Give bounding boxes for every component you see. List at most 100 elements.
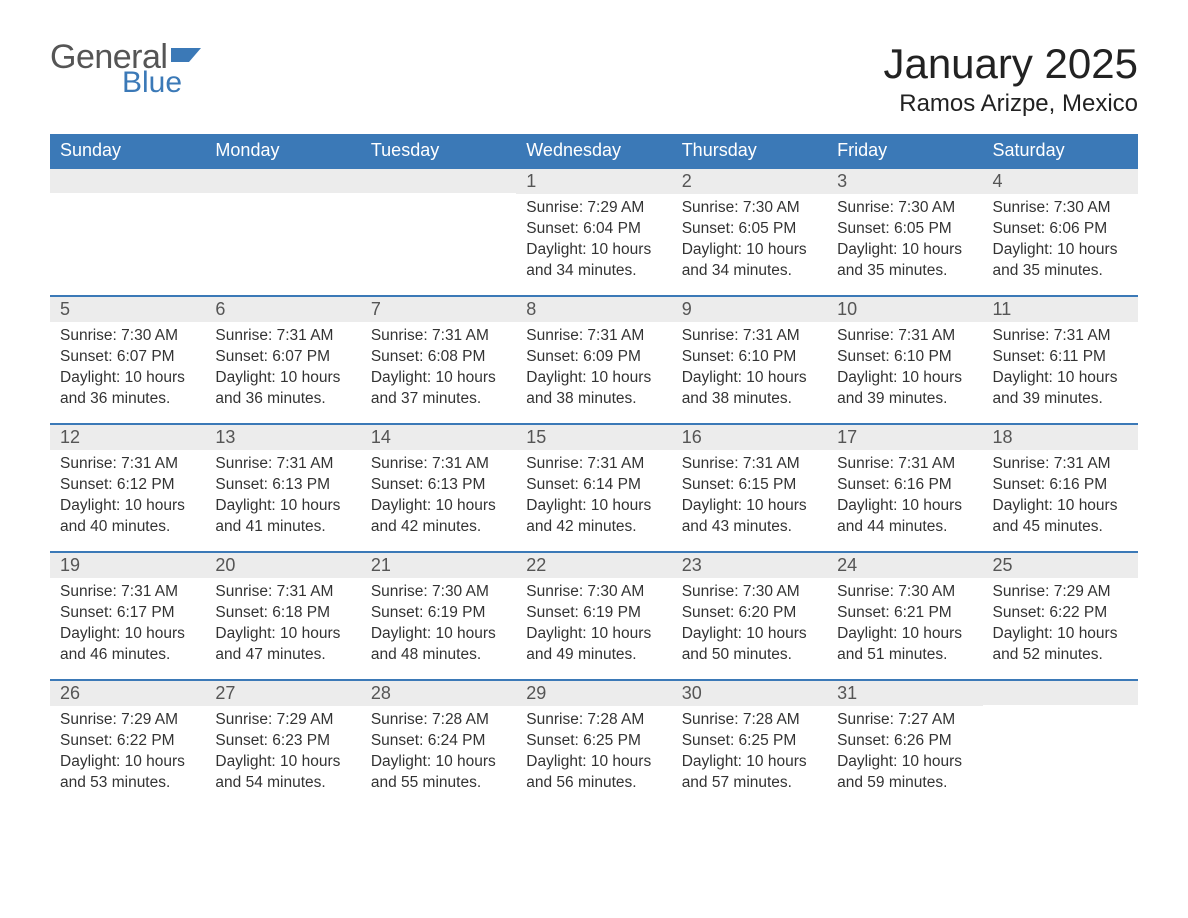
daylight-text-2: and 49 minutes.: [526, 645, 661, 666]
day-number: 11: [983, 297, 1138, 322]
daylight-text-1: Daylight: 10 hours: [60, 368, 195, 389]
sunset-text: Sunset: 6:25 PM: [526, 731, 661, 752]
daylight-text-1: Daylight: 10 hours: [60, 752, 195, 773]
sunrise-text: Sunrise: 7:31 AM: [215, 454, 350, 475]
day-details: Sunrise: 7:28 AMSunset: 6:24 PMDaylight:…: [361, 706, 516, 804]
daylight-text-2: and 44 minutes.: [837, 517, 972, 538]
day-number: 19: [50, 553, 205, 578]
daylight-text-2: and 50 minutes.: [682, 645, 817, 666]
sunrise-text: Sunrise: 7:31 AM: [371, 454, 506, 475]
sunset-text: Sunset: 6:04 PM: [526, 219, 661, 240]
daylight-text-2: and 39 minutes.: [837, 389, 972, 410]
daylight-text-1: Daylight: 10 hours: [371, 624, 506, 645]
daylight-text-1: Daylight: 10 hours: [215, 752, 350, 773]
daylight-text-2: and 55 minutes.: [371, 773, 506, 794]
sunrise-text: Sunrise: 7:28 AM: [371, 710, 506, 731]
sunrise-text: Sunrise: 7:30 AM: [682, 198, 817, 219]
day-details: Sunrise: 7:29 AMSunset: 6:22 PMDaylight:…: [983, 578, 1138, 676]
calendar-row: 26Sunrise: 7:29 AMSunset: 6:22 PMDayligh…: [50, 680, 1138, 808]
day-number: 8: [516, 297, 671, 322]
daylight-text-2: and 39 minutes.: [993, 389, 1128, 410]
calendar-row: 5Sunrise: 7:30 AMSunset: 6:07 PMDaylight…: [50, 296, 1138, 424]
daylight-text-2: and 36 minutes.: [60, 389, 195, 410]
sunrise-text: Sunrise: 7:30 AM: [371, 582, 506, 603]
day-details: Sunrise: 7:29 AMSunset: 6:23 PMDaylight:…: [205, 706, 360, 804]
sunrise-text: Sunrise: 7:29 AM: [60, 710, 195, 731]
sunrise-text: Sunrise: 7:28 AM: [682, 710, 817, 731]
daylight-text-1: Daylight: 10 hours: [526, 624, 661, 645]
daylight-text-2: and 47 minutes.: [215, 645, 350, 666]
calendar-cell: 12 Sunrise: 7:31 AMSunset: 6:12 PMDayligh…: [50, 424, 205, 552]
calendar-cell: 14Sunrise: 7:31 AMSunset: 6:13 PMDayligh…: [361, 424, 516, 552]
sunset-text: Sunset: 6:07 PM: [60, 347, 195, 368]
calendar-cell: 16Sunrise: 7:31 AMSunset: 6:15 PMDayligh…: [672, 424, 827, 552]
sunset-text: Sunset: 6:13 PM: [371, 475, 506, 496]
calendar-cell: 29Sunrise: 7:28 AMSunset: 6:25 PMDayligh…: [516, 680, 671, 808]
day-number: 12: [50, 425, 205, 450]
calendar-cell: 31Sunrise: 7:27 AMSunset: 6:26 PMDayligh…: [827, 680, 982, 808]
daylight-text-2: and 51 minutes.: [837, 645, 972, 666]
sunrise-text: Sunrise: 7:31 AM: [837, 326, 972, 347]
day-details: Sunrise: 7:31 AMSunset: 6:17 PMDaylight:…: [50, 578, 205, 676]
daylight-text-2: and 38 minutes.: [526, 389, 661, 410]
sunrise-text: Sunrise: 7:31 AM: [60, 454, 195, 475]
sunrise-text: Sunrise: 7:31 AM: [993, 454, 1128, 475]
daylight-text-2: and 36 minutes.: [215, 389, 350, 410]
sunset-text: Sunset: 6:17 PM: [60, 603, 195, 624]
day-details: Sunrise: 7:31 AMSunset: 6:10 PMDaylight:…: [827, 322, 982, 420]
daylight-text-1: Daylight: 10 hours: [682, 240, 817, 261]
daylight-text-2: and 34 minutes.: [682, 261, 817, 282]
day-number: 4: [983, 169, 1138, 194]
day-details: Sunrise: 7:29 AMSunset: 6:04 PMDaylight:…: [516, 194, 671, 292]
calendar-cell: 19Sunrise: 7:31 AMSunset: 6:17 PMDayligh…: [50, 552, 205, 680]
sunset-text: Sunset: 6:21 PM: [837, 603, 972, 624]
daylight-text-1: Daylight: 10 hours: [682, 624, 817, 645]
daylight-text-1: Daylight: 10 hours: [60, 496, 195, 517]
daylight-text-1: Daylight: 10 hours: [215, 496, 350, 517]
daylight-text-1: Daylight: 10 hours: [837, 240, 972, 261]
calendar-cell: 1Sunrise: 7:29 AMSunset: 6:04 PMDaylight…: [516, 168, 671, 296]
calendar-cell: 26Sunrise: 7:29 AMSunset: 6:22 PMDayligh…: [50, 680, 205, 808]
daylight-text-1: Daylight: 10 hours: [526, 368, 661, 389]
daylight-text-2: and 37 minutes.: [371, 389, 506, 410]
calendar-cell: 28Sunrise: 7:28 AMSunset: 6:24 PMDayligh…: [361, 680, 516, 808]
sunrise-text: Sunrise: 7:31 AM: [526, 326, 661, 347]
location-label: Ramos Arizpe, Mexico: [883, 90, 1138, 118]
sunset-text: Sunset: 6:12 PM: [60, 475, 195, 496]
calendar-cell: [361, 168, 516, 296]
day-details: Sunrise: 7:31 AMSunset: 6:15 PMDaylight:…: [672, 450, 827, 548]
daylight-text-1: Daylight: 10 hours: [526, 752, 661, 773]
day-details: Sunrise: 7:27 AMSunset: 6:26 PMDaylight:…: [827, 706, 982, 804]
daylight-text-2: and 48 minutes.: [371, 645, 506, 666]
sunset-text: Sunset: 6:25 PM: [682, 731, 817, 752]
calendar-cell: 20Sunrise: 7:31 AMSunset: 6:18 PMDayligh…: [205, 552, 360, 680]
day-details: Sunrise: 7:31 AMSunset: 6:16 PMDaylight:…: [827, 450, 982, 548]
sunrise-text: Sunrise: 7:30 AM: [682, 582, 817, 603]
sunrise-text: Sunrise: 7:29 AM: [526, 198, 661, 219]
day-number: 16: [672, 425, 827, 450]
day-number: 1: [516, 169, 671, 194]
sunset-text: Sunset: 6:26 PM: [837, 731, 972, 752]
day-details: Sunrise: 7:28 AMSunset: 6:25 PMDaylight:…: [516, 706, 671, 804]
calendar-cell: 21Sunrise: 7:30 AMSunset: 6:19 PMDayligh…: [361, 552, 516, 680]
calendar-cell: 24Sunrise: 7:30 AMSunset: 6:21 PMDayligh…: [827, 552, 982, 680]
daylight-text-1: Daylight: 10 hours: [682, 752, 817, 773]
sunrise-text: Sunrise: 7:31 AM: [215, 326, 350, 347]
daylight-text-2: and 42 minutes.: [371, 517, 506, 538]
day-details: Sunrise: 7:31 AMSunset: 6:10 PMDaylight:…: [672, 322, 827, 420]
sunset-text: Sunset: 6:07 PM: [215, 347, 350, 368]
day-number: 23: [672, 553, 827, 578]
day-number: 7: [361, 297, 516, 322]
day-details: Sunrise: 7:31 AMSunset: 6:07 PMDaylight:…: [205, 322, 360, 420]
sunrise-text: Sunrise: 7:27 AM: [837, 710, 972, 731]
weekday-header: Saturday: [983, 134, 1138, 168]
calendar-cell: 6Sunrise: 7:31 AMSunset: 6:07 PMDaylight…: [205, 296, 360, 424]
sunrise-text: Sunrise: 7:30 AM: [837, 198, 972, 219]
daylight-text-1: Daylight: 10 hours: [60, 624, 195, 645]
calendar-cell: 27Sunrise: 7:29 AMSunset: 6:23 PMDayligh…: [205, 680, 360, 808]
sunset-text: Sunset: 6:19 PM: [526, 603, 661, 624]
sunrise-text: Sunrise: 7:31 AM: [60, 582, 195, 603]
day-details: Sunrise: 7:30 AMSunset: 6:05 PMDaylight:…: [672, 194, 827, 292]
day-details: Sunrise: 7:30 AMSunset: 6:06 PMDaylight:…: [983, 194, 1138, 292]
day-number: 22: [516, 553, 671, 578]
